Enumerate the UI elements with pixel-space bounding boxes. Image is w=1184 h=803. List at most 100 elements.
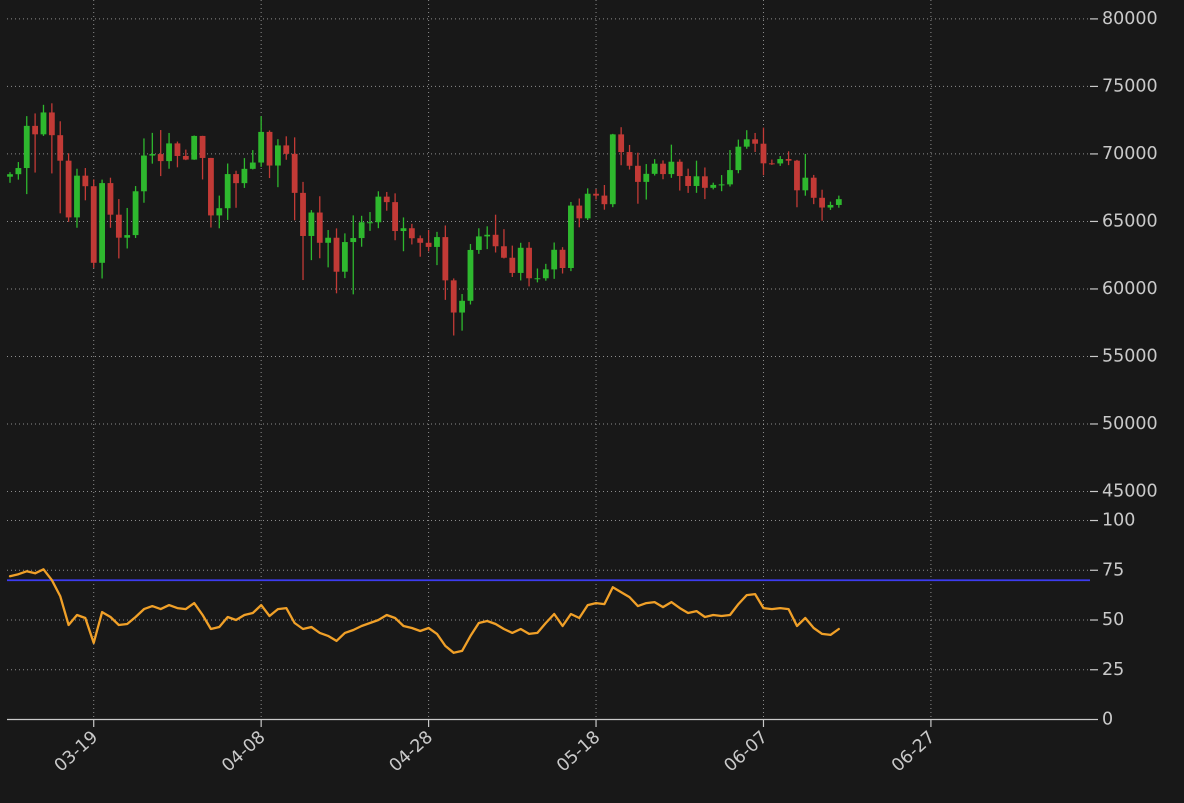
candle-body — [57, 135, 64, 161]
candle-body — [115, 214, 122, 238]
candle-body — [743, 139, 750, 147]
candle-body — [434, 237, 440, 247]
candle-body — [701, 176, 708, 188]
candle-body — [668, 161, 675, 175]
price-tick-label: 45000 — [1102, 481, 1158, 501]
candle-body — [23, 125, 30, 169]
candle-body — [635, 165, 641, 182]
candle-body — [208, 157, 214, 216]
candle-body — [501, 246, 507, 258]
candle-body — [291, 153, 298, 193]
candle-body — [392, 202, 399, 232]
rsi-tick-label: 0 — [1102, 710, 1113, 730]
candle-body — [517, 247, 524, 273]
candle-body — [65, 160, 72, 218]
candle-body — [651, 163, 658, 174]
candle-body — [794, 160, 800, 191]
candle-body — [157, 154, 164, 162]
candle-body — [199, 135, 206, 158]
candle-body — [450, 280, 457, 313]
candle-body — [559, 249, 566, 269]
candle-body — [785, 159, 792, 161]
candle-body — [15, 168, 22, 175]
candle-body — [676, 161, 683, 177]
candle-body — [40, 112, 47, 135]
candle-body — [124, 235, 131, 238]
price-tick-label: 60000 — [1102, 279, 1158, 299]
candle-body — [584, 193, 591, 219]
candle-body — [383, 196, 390, 203]
candle-body — [174, 143, 181, 156]
candle-body — [283, 145, 290, 154]
candle-body — [141, 155, 147, 192]
candle-body — [316, 212, 323, 243]
price-tick-label: 75000 — [1102, 76, 1158, 96]
candle-body — [233, 174, 239, 184]
candle-body — [249, 162, 256, 169]
candle-body — [417, 238, 424, 243]
candle-body — [333, 237, 340, 272]
candle-body — [777, 159, 784, 164]
candle-body — [216, 208, 223, 216]
price-tick-label: 50000 — [1102, 414, 1158, 434]
candle-body — [241, 168, 248, 184]
candle-body — [643, 173, 650, 182]
candle-body — [710, 184, 717, 188]
rsi-line — [8, 568, 840, 654]
candle-body — [258, 131, 265, 163]
rsi-tick-label: 50 — [1102, 610, 1124, 630]
candle-body — [308, 212, 315, 236]
candle-body — [660, 163, 666, 175]
candle-body — [107, 183, 114, 215]
candle-body — [224, 174, 231, 209]
candle-body — [819, 197, 825, 208]
candle-body — [484, 234, 491, 237]
candle-body — [810, 177, 817, 198]
candle-body — [182, 155, 189, 160]
candle-body — [626, 152, 633, 166]
candle-body — [534, 278, 541, 280]
price-tick-label: 70000 — [1102, 144, 1158, 164]
gridlines — [7, 0, 1090, 720]
candle-body — [425, 242, 432, 247]
candle-body — [601, 195, 608, 205]
price-tick-label: 55000 — [1102, 346, 1158, 366]
candle-body — [99, 183, 105, 263]
candle-body — [400, 228, 407, 232]
candle-body — [542, 269, 549, 279]
candle-body — [166, 143, 172, 162]
candle-body — [82, 175, 89, 187]
candle-body — [442, 237, 449, 281]
candle-body — [609, 134, 616, 205]
candle-body — [526, 247, 532, 279]
price-tick-label: 80000 — [1102, 9, 1158, 29]
candle-body — [32, 125, 39, 135]
candle-body — [718, 184, 725, 186]
candle-body — [90, 186, 97, 263]
candle-body — [459, 300, 465, 313]
candle-body — [408, 228, 415, 239]
candle-body — [568, 205, 574, 269]
candle-body — [593, 193, 599, 196]
candles — [7, 103, 842, 336]
rsi-tick-label: 25 — [1102, 660, 1124, 680]
rsi-tick-label: 100 — [1102, 511, 1135, 531]
candle-body — [509, 257, 516, 273]
candle-body — [325, 237, 332, 243]
rsi-tick-label: 75 — [1102, 560, 1124, 580]
candle-body — [48, 112, 55, 136]
candle-body — [492, 234, 499, 247]
candle-body — [341, 242, 348, 272]
candle-body — [760, 143, 767, 164]
candle-body — [275, 145, 281, 166]
candle-body — [576, 205, 583, 219]
candle-body — [475, 236, 482, 250]
candle-body — [300, 192, 306, 236]
candle-body — [375, 196, 382, 223]
candle-body — [467, 249, 474, 301]
price-tick-label: 65000 — [1102, 211, 1158, 231]
candle-body — [618, 134, 625, 153]
